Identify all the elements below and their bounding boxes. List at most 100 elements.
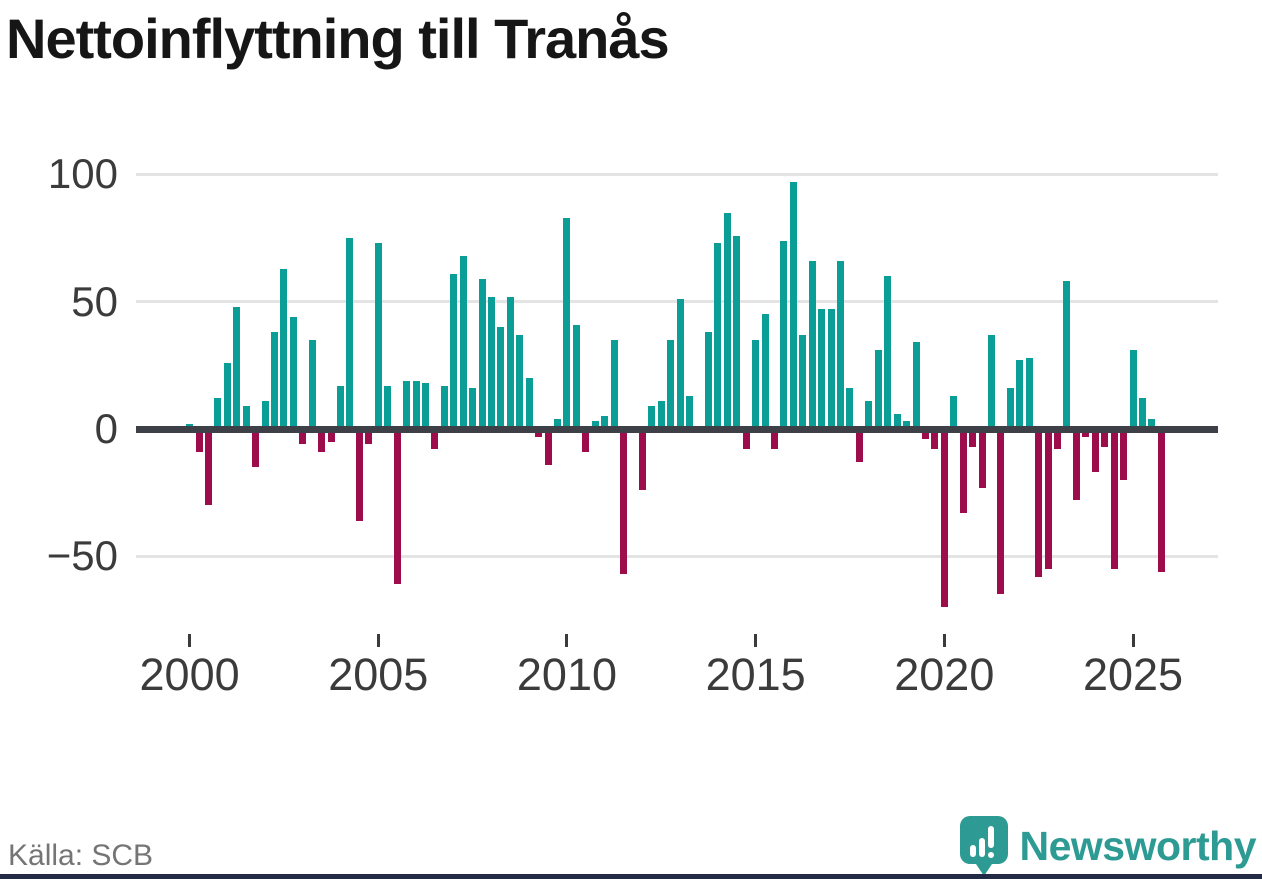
bar (789, 182, 797, 429)
x-tick-mark (376, 634, 380, 647)
x-tick-mark (1131, 634, 1135, 647)
bar (940, 429, 948, 608)
footer-strip (0, 874, 1262, 879)
page-title: Nettoinflyttning till Tranås (6, 7, 670, 70)
x-axis-zero-line (136, 425, 1218, 433)
bar (204, 429, 212, 506)
bar (214, 398, 222, 429)
x-tick-mark (188, 634, 192, 647)
x-axis-label: 2015 (705, 649, 806, 700)
bar (855, 429, 863, 463)
bar (808, 260, 816, 429)
bar (544, 429, 552, 465)
x-axis-label: 2005 (328, 649, 429, 700)
bar (1063, 281, 1071, 429)
bar (563, 217, 571, 429)
bar (535, 429, 543, 437)
bar (827, 309, 835, 429)
bar (497, 327, 505, 429)
bar (421, 383, 429, 429)
bar (1091, 429, 1099, 473)
newsworthy-logo: Newsworthy (959, 816, 1257, 876)
bar (865, 400, 873, 429)
bar (346, 238, 354, 429)
bar (242, 406, 250, 429)
bar (969, 429, 977, 447)
bar (780, 240, 788, 429)
bar (884, 276, 892, 429)
bar (525, 378, 533, 429)
bar (440, 385, 448, 429)
bar (667, 339, 675, 429)
bar (327, 429, 335, 442)
bar (1072, 429, 1080, 501)
bar (572, 324, 580, 429)
bar (487, 296, 495, 429)
bar (638, 429, 646, 491)
bar (676, 299, 684, 429)
source-caption: Källa: SCB (8, 839, 154, 872)
bar (554, 418, 562, 429)
y-axis-label: 100 (47, 150, 118, 198)
bar (582, 429, 590, 452)
bar (308, 339, 316, 429)
bar (1148, 418, 1156, 429)
x-axis-label: 2025 (1082, 649, 1184, 700)
bar (704, 332, 712, 429)
bar (846, 388, 854, 429)
x-tick-mark (942, 634, 946, 647)
bar (601, 416, 609, 429)
x-axis-label: 2020 (894, 649, 995, 700)
bar (978, 429, 986, 488)
bar (686, 395, 694, 429)
bar (337, 385, 345, 429)
bar (355, 429, 363, 521)
bar (1044, 429, 1052, 570)
bar (450, 273, 458, 429)
bar (714, 243, 722, 429)
bar (610, 339, 618, 429)
bar (299, 429, 307, 445)
bar (1016, 360, 1024, 429)
y-axis-label: 50 (71, 277, 118, 325)
x-tick-mark (565, 634, 569, 647)
bar (1129, 350, 1137, 429)
bar (874, 350, 882, 429)
bar (997, 429, 1005, 595)
bar (1054, 429, 1062, 450)
bar (799, 334, 807, 429)
bar (931, 429, 939, 450)
bar (987, 334, 995, 429)
bar (893, 413, 901, 429)
bar (365, 429, 373, 445)
y-axis-label: 0 (94, 405, 118, 452)
bar (233, 306, 241, 429)
bar (818, 309, 826, 429)
newsworthy-logo-text: Newsworthy (1019, 822, 1257, 869)
bar (318, 429, 326, 452)
bar (1110, 429, 1118, 570)
bar (289, 316, 297, 429)
bar (1082, 429, 1090, 437)
bar (261, 400, 269, 429)
y-axis-label: −50 (46, 532, 118, 580)
bar (384, 385, 392, 429)
bar (1101, 429, 1109, 447)
bar (469, 388, 477, 429)
bar (223, 362, 231, 429)
bar (771, 429, 778, 450)
bar (271, 332, 278, 429)
bar (1157, 429, 1165, 572)
gridline-y-50 (136, 554, 1218, 558)
bar (459, 255, 467, 429)
bar (620, 429, 628, 575)
bar (742, 429, 750, 450)
bar (657, 400, 665, 429)
bar (1138, 398, 1146, 429)
x-tick-mark (754, 634, 758, 647)
bar (837, 260, 845, 429)
bar (1120, 429, 1128, 480)
x-axis-label: 2000 (139, 649, 240, 700)
bar (1035, 429, 1043, 577)
